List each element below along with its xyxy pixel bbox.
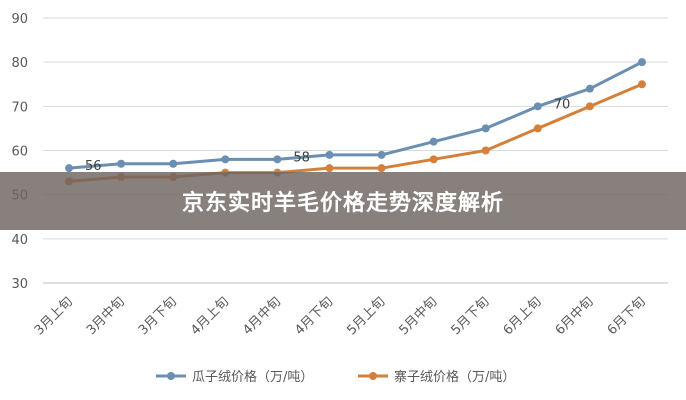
data-point <box>585 84 594 93</box>
data-point <box>325 150 334 159</box>
data-point <box>273 155 282 164</box>
data-point <box>169 159 178 168</box>
legend-item-1: 瓜子绒价格（万/吨） <box>156 369 313 385</box>
data-point <box>637 80 646 89</box>
legend-item-2: 寨子绒价格（万/吨） <box>358 369 515 385</box>
data-point <box>429 155 438 164</box>
x-tick-label: 5月下旬 <box>448 294 492 338</box>
data-label: 70 <box>554 97 571 112</box>
data-point <box>533 124 542 133</box>
series-line <box>68 60 643 170</box>
x-tick-label: 6月上旬 <box>501 294 545 338</box>
legend-swatch-marker <box>167 372 175 380</box>
legend-label: 瓜子绒价格（万/吨） <box>192 369 313 385</box>
data-point <box>377 150 386 159</box>
title-banner: 京东实时羊毛价格走势深度解析 <box>0 172 686 230</box>
y-tick-label: 80 <box>11 56 28 71</box>
x-tick-label: 4月上旬 <box>188 294 232 338</box>
data-point <box>377 164 386 173</box>
data-point <box>65 164 74 173</box>
data-point <box>637 58 646 67</box>
banner-title: 京东实时羊毛价格走势深度解析 <box>181 191 504 216</box>
y-tick-label: 60 <box>11 145 28 160</box>
data-label: 58 <box>293 150 310 165</box>
x-tick-label: 5月上旬 <box>344 294 388 338</box>
series-2 <box>65 80 646 186</box>
data-point <box>481 146 490 155</box>
data-point <box>117 159 126 168</box>
data-point <box>585 102 594 111</box>
data-point <box>325 164 334 173</box>
y-tick-label: 40 <box>11 233 28 248</box>
x-tick-label: 6月下旬 <box>605 294 649 338</box>
x-tick-label: 5月中旬 <box>396 294 440 338</box>
data-point <box>481 124 490 133</box>
legend-label: 寨子绒价格（万/吨） <box>394 369 515 385</box>
y-tick-label: 30 <box>11 277 28 292</box>
y-tick-label: 90 <box>11 12 28 27</box>
data-point <box>533 102 542 111</box>
y-tick-label: 70 <box>11 100 28 115</box>
x-tick-label: 6月中旬 <box>553 294 597 338</box>
x-tick-label: 3月上旬 <box>32 294 76 338</box>
series-1 <box>65 58 646 173</box>
data-label: 56 <box>85 159 102 174</box>
x-tick-label: 3月下旬 <box>136 294 180 338</box>
x-tick-label: 4月下旬 <box>292 294 336 338</box>
legend-swatch-marker <box>369 372 377 380</box>
x-tick-label: 3月中旬 <box>84 294 128 338</box>
data-point <box>221 155 230 164</box>
data-point <box>429 137 438 146</box>
x-tick-label: 4月中旬 <box>240 294 284 338</box>
